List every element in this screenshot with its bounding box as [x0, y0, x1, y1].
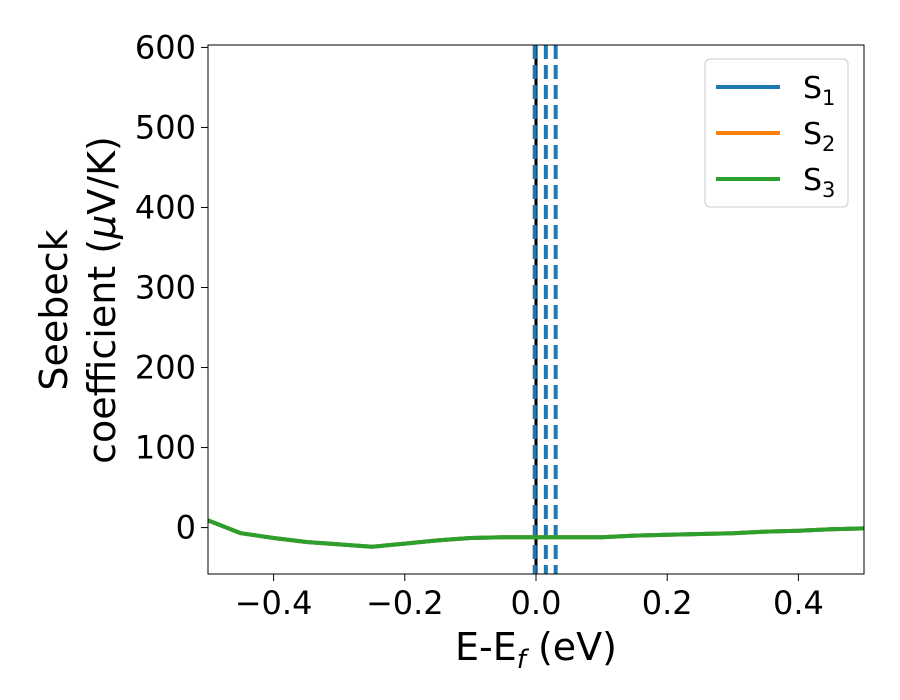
y-axis-label-line1: Seebeck: [32, 229, 76, 390]
x-tick-label: −0.4: [235, 584, 313, 622]
y-axis-ticks: 0 100 200 300 400 500 600: [135, 28, 208, 547]
x-axis-label: E-Ef (eV): [455, 625, 617, 675]
legend: S1 S2 S3: [704, 58, 849, 208]
y-tick-label: 600: [135, 28, 196, 66]
x-axis-ticks: −0.4 −0.2 0.0 0.2 0.4: [235, 574, 824, 622]
y-tick-label: 0: [176, 509, 196, 547]
y-tick-label: 200: [135, 349, 196, 387]
y-tick-label: 500: [135, 108, 196, 146]
x-tick-label: 0.4: [773, 584, 824, 622]
series-line-s3: [208, 518, 864, 549]
y-axis-label-line2: coefficient (μV/K): [80, 136, 124, 464]
legend-label-s2: S2: [803, 117, 835, 156]
y-axis-label: Seebeck: [32, 229, 76, 390]
y-axis-label-2: coefficient (μV/K): [80, 136, 124, 464]
series-group: [208, 518, 864, 549]
x-tick-label: −0.2: [366, 584, 444, 622]
y-tick-label: 400: [135, 188, 196, 226]
y-tick-label: 100: [135, 429, 196, 467]
x-tick-label: 0.2: [642, 584, 693, 622]
reference-lines: [532, 45, 558, 574]
x-tick-label: 0.0: [511, 584, 562, 622]
x-axis-label-unit: (eV): [526, 625, 617, 669]
legend-label-s3: S3: [803, 163, 835, 202]
y-tick-label: 300: [135, 268, 196, 306]
legend-label-s1: S1: [803, 71, 835, 110]
x-axis-label-main: E-E: [455, 625, 517, 669]
